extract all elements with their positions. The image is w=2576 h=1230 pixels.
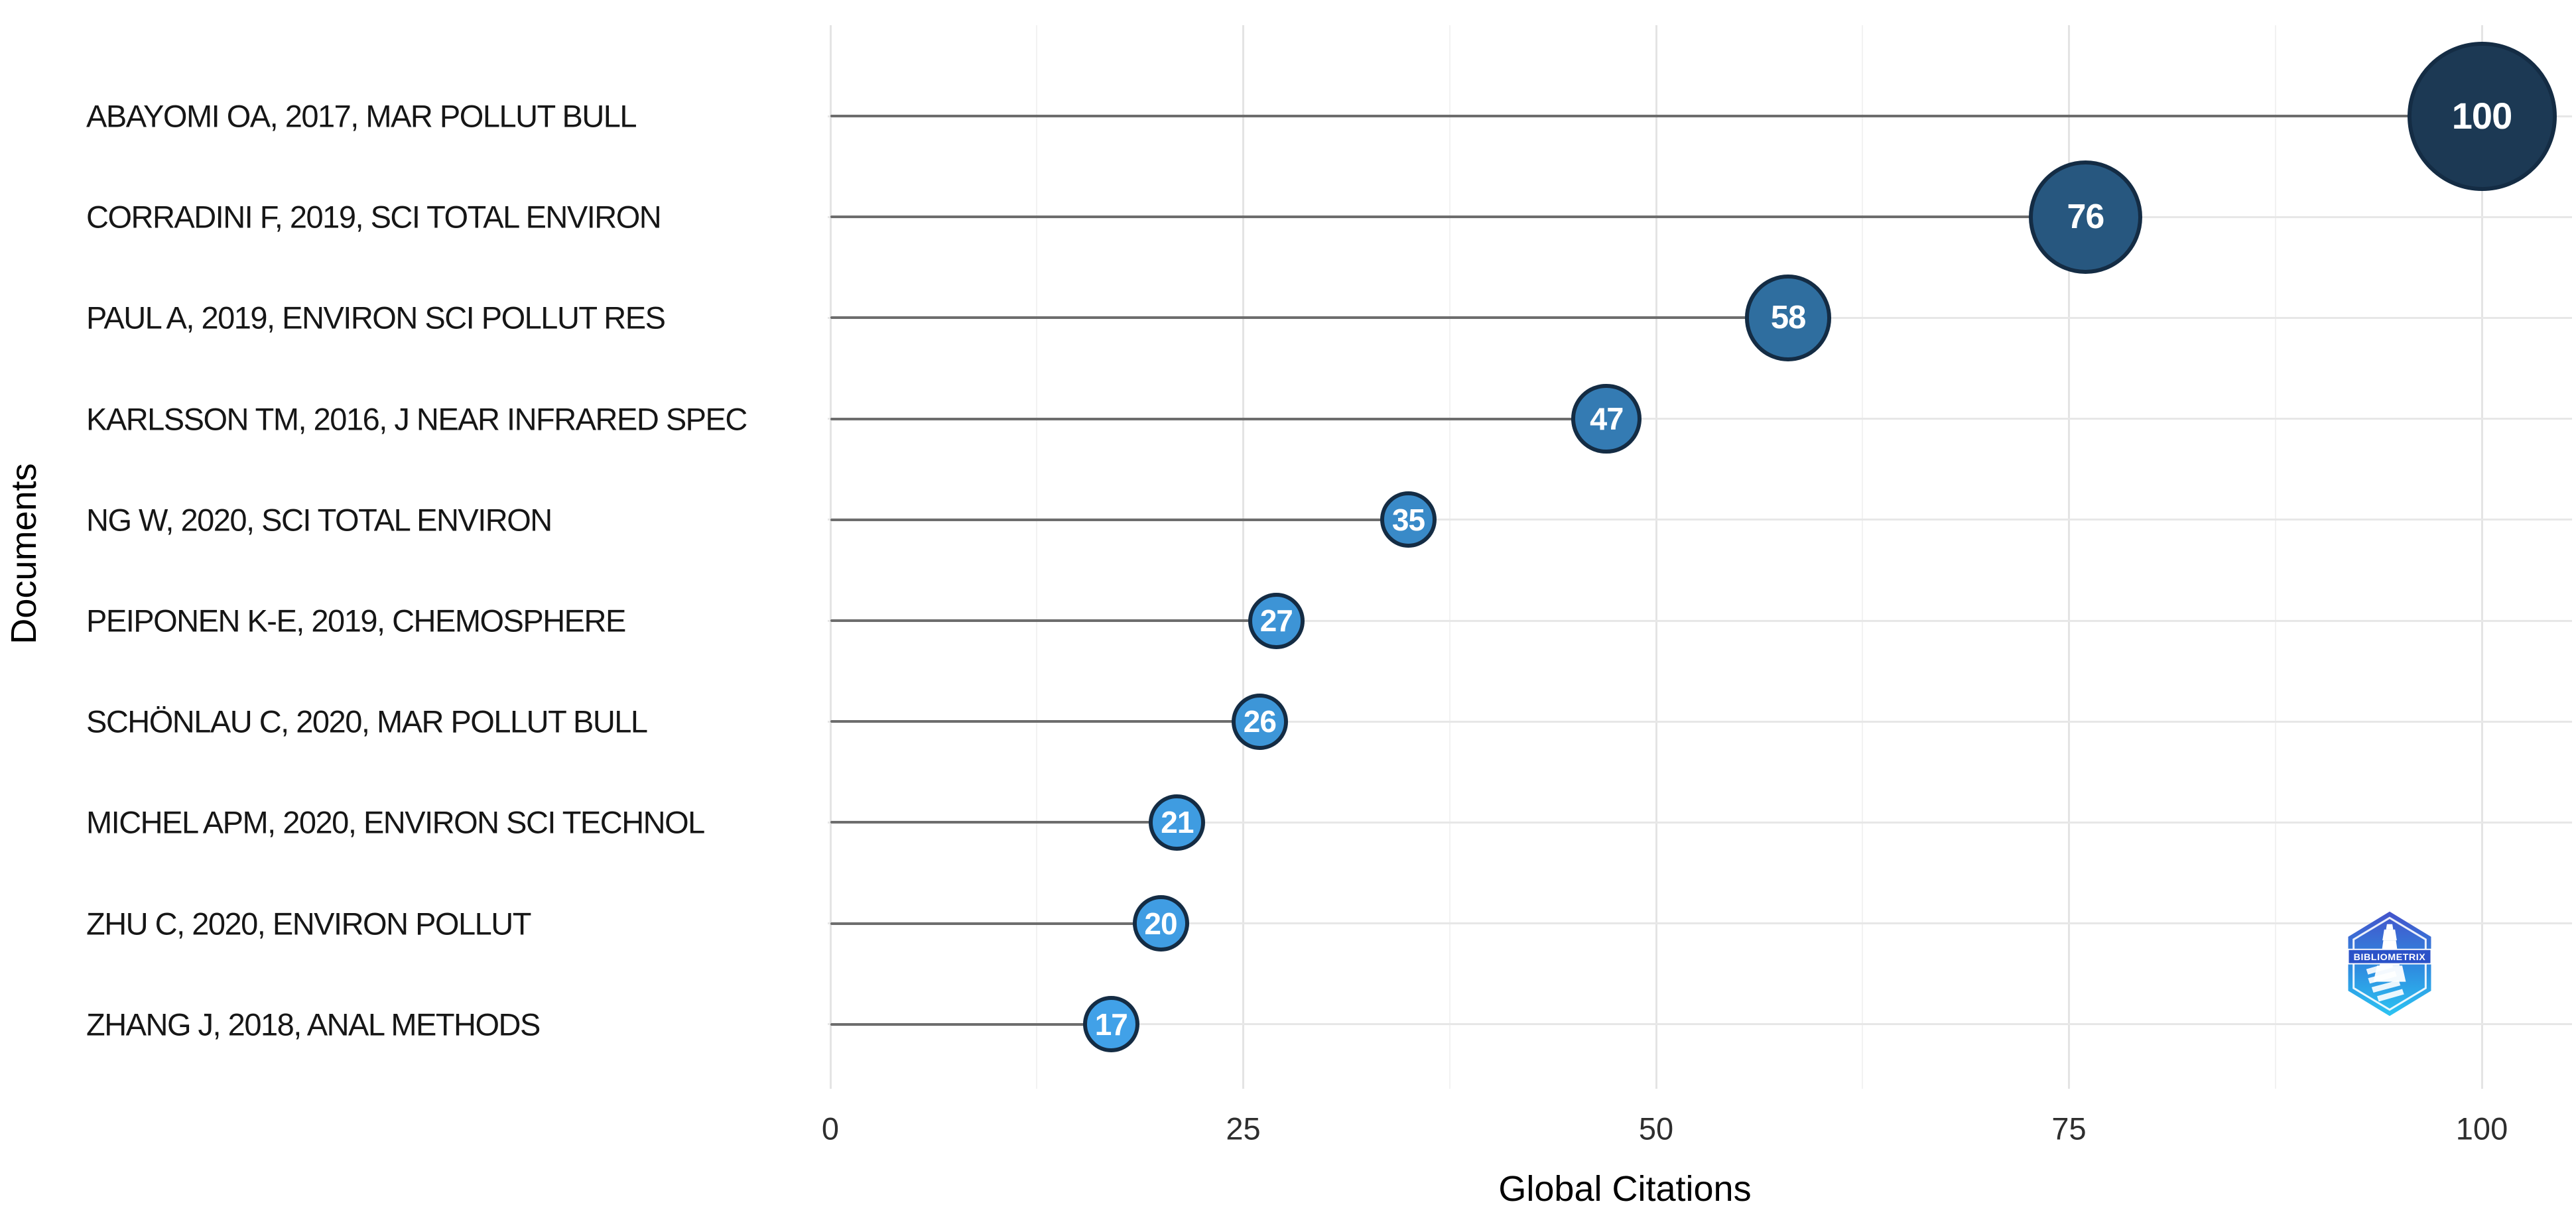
citation-value-label: 20 bbox=[1144, 906, 1177, 941]
document-label: ZHU C, 2020, ENVIRON POLLUT bbox=[86, 906, 531, 942]
row-gridline bbox=[828, 720, 2572, 723]
citation-value-label: 17 bbox=[1094, 1007, 1128, 1042]
lollipop-stem bbox=[830, 720, 1260, 723]
lollipop-stem bbox=[830, 115, 2482, 117]
lighthouse-icon bbox=[2366, 924, 2406, 1002]
citation-bubble: 21 bbox=[1149, 794, 1206, 851]
document-label: KARLSSON TM, 2016, J NEAR INFRARED SPEC bbox=[86, 401, 747, 437]
row-gridline bbox=[828, 821, 2572, 824]
lollipop-stem bbox=[830, 821, 1177, 824]
x-axis-tick-label: 0 bbox=[821, 1111, 840, 1146]
citation-value-label: 100 bbox=[2451, 95, 2512, 137]
citation-value-label: 21 bbox=[1161, 805, 1194, 840]
x-axis-tick-label: 25 bbox=[1226, 1111, 1261, 1146]
gridline-minor bbox=[1862, 25, 1864, 1089]
x-axis-tick-label: 100 bbox=[2455, 1111, 2508, 1146]
document-label: PEIPONEN K-E, 2019, CHEMOSPHERE bbox=[86, 603, 626, 639]
logo-text: BIBLIOMETRIX bbox=[2354, 952, 2426, 963]
citation-bubble: 100 bbox=[2407, 41, 2557, 191]
gridline-major bbox=[829, 25, 832, 1089]
citation-value-label: 47 bbox=[1590, 401, 1624, 437]
gridline-minor bbox=[2274, 25, 2276, 1089]
lollipop-stem bbox=[830, 417, 1607, 420]
y-axis-title: Documents bbox=[4, 463, 44, 645]
lollipop-stem bbox=[830, 215, 2086, 219]
citation-value-label: 58 bbox=[1770, 299, 1807, 336]
citation-value-label: 35 bbox=[1391, 502, 1425, 537]
citation-bubble: 58 bbox=[1744, 275, 1832, 361]
citation-value-label: 27 bbox=[1259, 603, 1293, 638]
row-gridline bbox=[828, 418, 2572, 420]
document-label: NG W, 2020, SCI TOTAL ENVIRON bbox=[86, 502, 552, 538]
citation-bubble: 27 bbox=[1248, 592, 1305, 649]
document-label: SCHÖNLAU C, 2020, MAR POLLUT BULL bbox=[86, 704, 648, 739]
document-label: MICHEL APM, 2020, ENVIRON SCI TECHNOL bbox=[86, 804, 705, 840]
row-gridline bbox=[828, 1023, 2572, 1026]
row-gridline bbox=[828, 519, 2572, 521]
citation-bubble: 76 bbox=[2028, 160, 2142, 274]
lollipop-stem bbox=[830, 619, 1277, 622]
lollipop-stem bbox=[830, 316, 1789, 320]
citation-bubble: 35 bbox=[1380, 491, 1437, 548]
document-label: PAUL A, 2019, ENVIRON SCI POLLUT RES bbox=[86, 300, 666, 336]
citation-bubble: 17 bbox=[1082, 996, 1139, 1053]
document-label: ZHANG J, 2018, ANAL METHODS bbox=[86, 1007, 541, 1042]
citation-bubble: 26 bbox=[1231, 693, 1288, 750]
lollipop-stem bbox=[830, 1022, 1112, 1026]
citation-bubble: 47 bbox=[1571, 383, 1642, 454]
gridline-major bbox=[2068, 25, 2070, 1089]
citation-bubble: 20 bbox=[1132, 895, 1189, 952]
gridline-minor bbox=[1036, 25, 1038, 1089]
gridline-major bbox=[1655, 25, 1657, 1089]
gridline-major bbox=[1242, 25, 1244, 1089]
document-label: CORRADINI F, 2019, SCI TOTAL ENVIRON bbox=[86, 199, 662, 235]
lollipop-stem bbox=[830, 518, 1409, 521]
gridline-major bbox=[2480, 25, 2483, 1089]
row-gridline bbox=[828, 922, 2572, 925]
document-label: ABAYOMI OA, 2017, MAR POLLUT BULL bbox=[86, 98, 637, 134]
x-axis-tick-label: 50 bbox=[1638, 1111, 1674, 1146]
bibliometrix-logo: BIBLIOMETRIX bbox=[2347, 911, 2432, 1016]
x-axis-title: Global Citations bbox=[1498, 1169, 1752, 1209]
lollipop-stem bbox=[830, 922, 1161, 925]
citation-value-label: 76 bbox=[2067, 198, 2104, 237]
citation-value-label: 26 bbox=[1243, 704, 1277, 739]
x-axis-tick-label: 75 bbox=[2051, 1111, 2087, 1146]
gridline-minor bbox=[1449, 25, 1450, 1089]
row-gridline bbox=[828, 619, 2572, 622]
